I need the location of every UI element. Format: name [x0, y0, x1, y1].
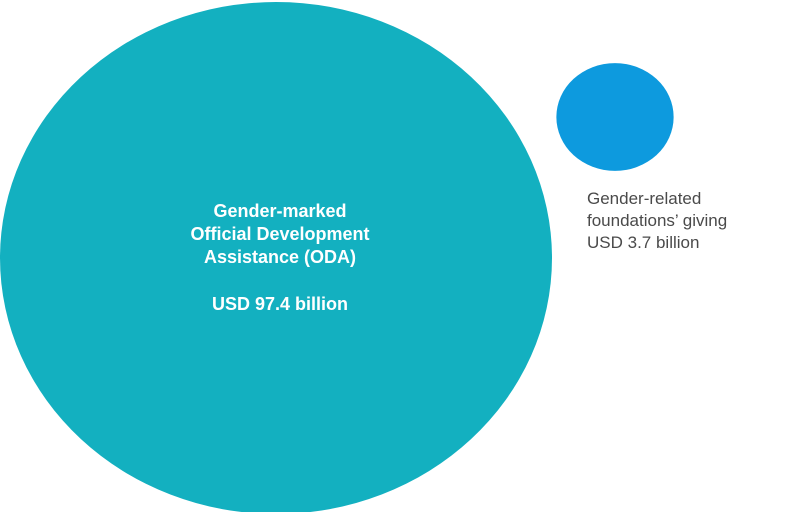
oda-label-line-2: Official Development [190, 224, 370, 244]
foundations-label-line-1: Gender-related [587, 189, 702, 208]
oda-label-line-3: Assistance (ODA) [203, 247, 357, 267]
oda-bubble [0, 2, 552, 512]
oda-value-label: USD 97.4 billion [211, 294, 349, 314]
foundations-value-label: USD 3.7 billion [587, 233, 700, 252]
foundations-bubble-label: Gender-related foundations’ giving USD 3… [587, 188, 795, 254]
oda-label-line-1: Gender-marked [213, 201, 347, 221]
foundations-label-line-2: foundations’ giving [587, 211, 728, 230]
oda-bubble-label: Gender-marked Official Development Assis… [150, 200, 410, 316]
foundations-bubble [556, 63, 674, 171]
